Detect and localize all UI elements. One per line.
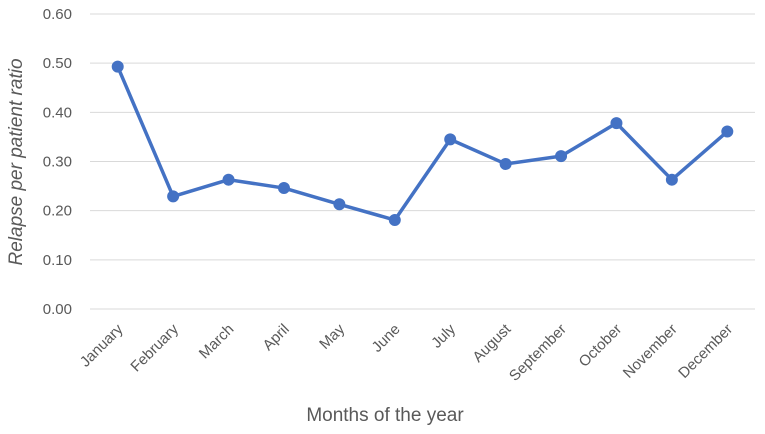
x-tick-labels: January February March April May June July Augu…: [77, 320, 736, 384]
x-axis-title: Months of the year: [306, 405, 464, 426]
y-axis-title: Relapse per patient ratio: [6, 58, 27, 265]
data-point: [111, 60, 124, 73]
y-tick-label: 0.00: [43, 301, 72, 318]
x-tick-label: January: [77, 320, 127, 370]
x-tick-label: April: [260, 321, 293, 354]
y-tick-label: 0.30: [43, 154, 72, 171]
x-tick-label: June: [369, 321, 404, 356]
series-group: [111, 60, 734, 227]
x-tick-label: November: [620, 321, 681, 382]
data-point: [610, 117, 623, 130]
data-point: [555, 150, 568, 163]
gridlines: [90, 13, 755, 310]
data-point: [222, 173, 235, 186]
y-tick-label: 0.60: [43, 6, 72, 23]
data-point: [277, 182, 290, 195]
x-tick-label: May: [316, 320, 348, 352]
data-point: [499, 157, 512, 170]
y-tick-label: 0.40: [43, 104, 72, 121]
series-line: [116, 65, 729, 222]
data-point: [167, 190, 180, 203]
y-tick-label: 0.50: [43, 55, 72, 72]
data-point: [721, 125, 734, 138]
x-tick-label: December: [675, 321, 736, 382]
x-tick-label: August: [469, 320, 515, 366]
data-point: [388, 214, 401, 227]
data-point: [665, 173, 678, 186]
data-point: [444, 133, 457, 146]
x-tick-label: March: [196, 321, 237, 362]
x-tick-label: February: [127, 320, 182, 375]
x-tick-label: September: [506, 321, 570, 385]
y-tick-label: 0.10: [43, 252, 72, 269]
y-tick-label: 0.20: [43, 203, 72, 220]
data-point: [333, 198, 346, 211]
y-tick-labels: 0.00 0.10 0.20 0.30 0.40 0.50 0.60: [43, 6, 72, 318]
x-tick-label: July: [428, 320, 459, 351]
x-tick-label: October: [576, 321, 626, 371]
